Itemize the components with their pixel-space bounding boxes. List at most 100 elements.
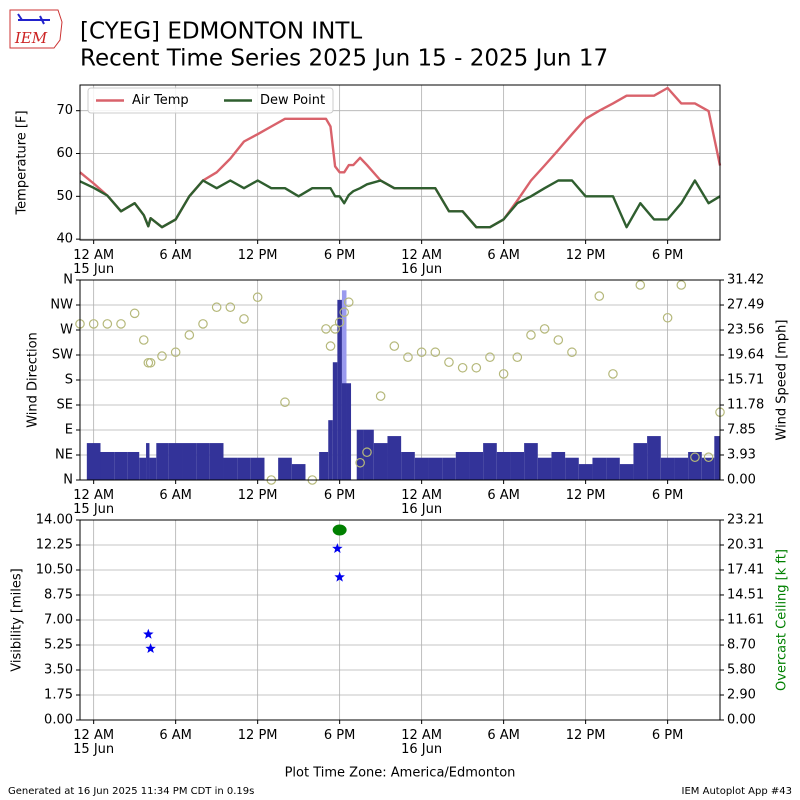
y2-tick-label: 7.85 [727, 423, 756, 438]
y-tick-label: SE [57, 398, 73, 413]
direction-point [138, 335, 149, 345]
x-tick-label: 6 AM [159, 248, 192, 263]
x-tick-label: 12 PM [238, 728, 278, 743]
y2-tick-label: 8.70 [727, 638, 756, 653]
x-tick-label: 12 PM [566, 728, 606, 743]
x-tick-label: 6 PM [652, 728, 683, 743]
y-tick-label: N [63, 473, 73, 488]
x-tick-label: 6 PM [324, 488, 355, 503]
speed-bar [606, 457, 620, 480]
speed-bar [414, 457, 429, 480]
panel: 12 AM 15 Jun 6 AM 12 PM 6 PM 12 AM 16 Jun 6 AM 1… [15, 84, 722, 277]
direction-point [343, 297, 354, 308]
direction-point [416, 347, 427, 358]
panel: 12 AM 15 Jun 6 AM 12 PM 6 PM 12 AM 16 Jun 6 AM 1… [10, 513, 790, 757]
speed-bar [346, 383, 352, 480]
speed-bar [483, 443, 497, 480]
y-tick-label: 7.00 [44, 613, 73, 628]
y-tick-label: 5.25 [44, 638, 73, 653]
y2-axis-label: Wind Speed [mph] [775, 320, 790, 441]
direction-point [102, 319, 113, 329]
speed-bar [674, 457, 689, 480]
speed-bar [496, 451, 511, 480]
direction-point [184, 330, 195, 340]
legend-label: Air Temp [132, 93, 189, 108]
direction-point [690, 452, 700, 463]
logo: IEM [9, 9, 63, 49]
speed-bar [86, 443, 101, 480]
speed-bar [551, 451, 566, 480]
x-tick-label: 12 AM 16 Jun [401, 488, 442, 517]
y-axis-label: Temperature [F] [15, 110, 30, 215]
y2-tick-label: 0.00 [727, 713, 756, 728]
y-tick-label: 10.50 [36, 563, 73, 578]
direction-point [325, 341, 336, 351]
y2-tick-label: 19.64 [727, 347, 764, 362]
direction-point [471, 362, 482, 373]
y2-tick-label: 27.49 [727, 298, 764, 313]
x-tick-label: 12 AM 16 Jun [401, 728, 442, 757]
y-tick-label: 70 [56, 103, 73, 118]
direction-point [129, 308, 140, 319]
y-axis-label: Visibility [miles] [10, 568, 25, 671]
direction-point [339, 307, 349, 318]
speed-bar [428, 457, 443, 480]
x-tick-label: 12 PM [566, 488, 606, 503]
x-tick-label: 12 PM [238, 248, 278, 263]
direction-point [539, 324, 550, 334]
direction-point [498, 369, 509, 379]
x-tick-label: 6 PM [652, 248, 683, 263]
y-tick-label: 12.25 [36, 538, 73, 553]
speed-bar [442, 457, 456, 480]
speed-bar [156, 443, 169, 480]
direction-point [457, 362, 468, 373]
speed-bar [363, 429, 374, 480]
y2-tick-label: 23.21 [727, 513, 764, 528]
footer-right: IEM Autoplot App #43 [682, 786, 792, 797]
x-tick-label: 6 AM [487, 488, 520, 503]
visibility-point [143, 628, 154, 639]
speed-bar [401, 451, 415, 480]
direction-point [526, 330, 536, 340]
speed-bar [714, 436, 720, 480]
direction-point [170, 347, 181, 358]
y2-tick-label: 14.51 [727, 587, 764, 602]
speed-bar [660, 457, 675, 480]
speed-bar [168, 443, 183, 480]
speed-bar [510, 451, 525, 480]
speed-bar [237, 457, 251, 480]
y2-tick-label: 31.42 [727, 273, 764, 288]
y-tick-label: 14.00 [36, 513, 73, 528]
logo-outline [9, 9, 63, 49]
y2-tick-label: 3.93 [727, 447, 756, 462]
direction-point [355, 457, 365, 468]
plot-frame [79, 279, 721, 481]
legend-label: Dew Point [260, 93, 325, 108]
direction-point [635, 280, 646, 290]
direction-point [567, 347, 577, 358]
speed-bar [146, 443, 150, 480]
y-tick-label: 50 [56, 189, 73, 204]
legend-box [87, 87, 334, 114]
direction-point [485, 352, 495, 363]
y2-tick-label: 11.61 [727, 612, 764, 627]
logo-lines [17, 13, 50, 25]
speed-bar [182, 443, 197, 480]
speed-bar [341, 383, 347, 480]
direction-point [389, 341, 400, 351]
ceiling-point [332, 524, 347, 536]
direction-point [608, 369, 618, 379]
x-axis-label: Plot Time Zone: America/Edmonton [285, 766, 516, 781]
direction-point [553, 335, 564, 345]
visibility-point [334, 571, 345, 582]
speed-bar [209, 443, 224, 480]
direction-point [157, 351, 167, 361]
direction-point [145, 357, 156, 368]
speed-bar [647, 436, 661, 480]
y2-tick-label: 20.31 [727, 537, 764, 552]
direction-point [594, 291, 605, 301]
plot-frame [79, 519, 721, 721]
direction-point [375, 391, 386, 401]
direction-point [280, 397, 290, 408]
speed-bar [223, 457, 238, 480]
